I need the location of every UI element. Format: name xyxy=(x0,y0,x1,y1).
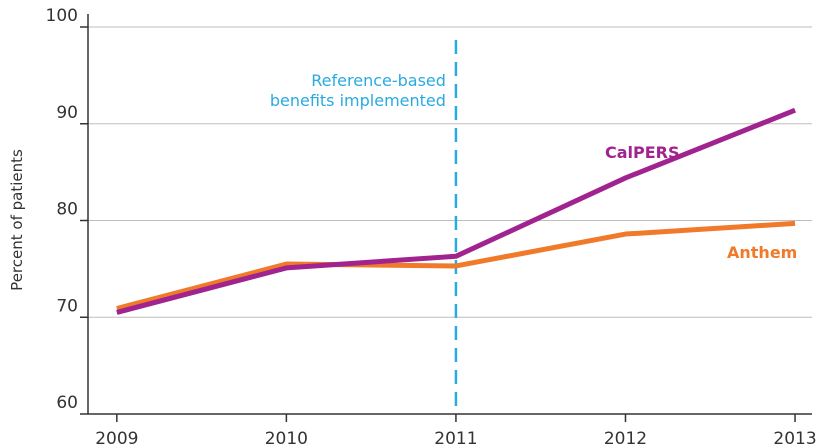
y-tick-label: 60 xyxy=(56,393,78,413)
x-tick-label: 2012 xyxy=(604,429,647,448)
y-axis-label: Percent of patients xyxy=(8,149,26,291)
y-tick-label: 100 xyxy=(46,6,78,26)
y-tick-label: 70 xyxy=(56,296,78,316)
annotation-text: Reference-based xyxy=(311,71,446,90)
y-tick-label: 80 xyxy=(56,200,78,220)
series-line xyxy=(116,107,796,315)
x-tick-label: 2011 xyxy=(434,429,477,448)
series-label: Anthem xyxy=(727,243,797,262)
series-label: CalPERS xyxy=(605,143,680,162)
x-tick-label: 2010 xyxy=(265,429,308,448)
annotation-text: benefits implemented xyxy=(270,91,446,110)
series-line xyxy=(116,220,796,311)
y-tick-label: 90 xyxy=(56,103,78,123)
x-tick-label: 2009 xyxy=(95,429,138,448)
x-tick-label: 2013 xyxy=(773,429,816,448)
